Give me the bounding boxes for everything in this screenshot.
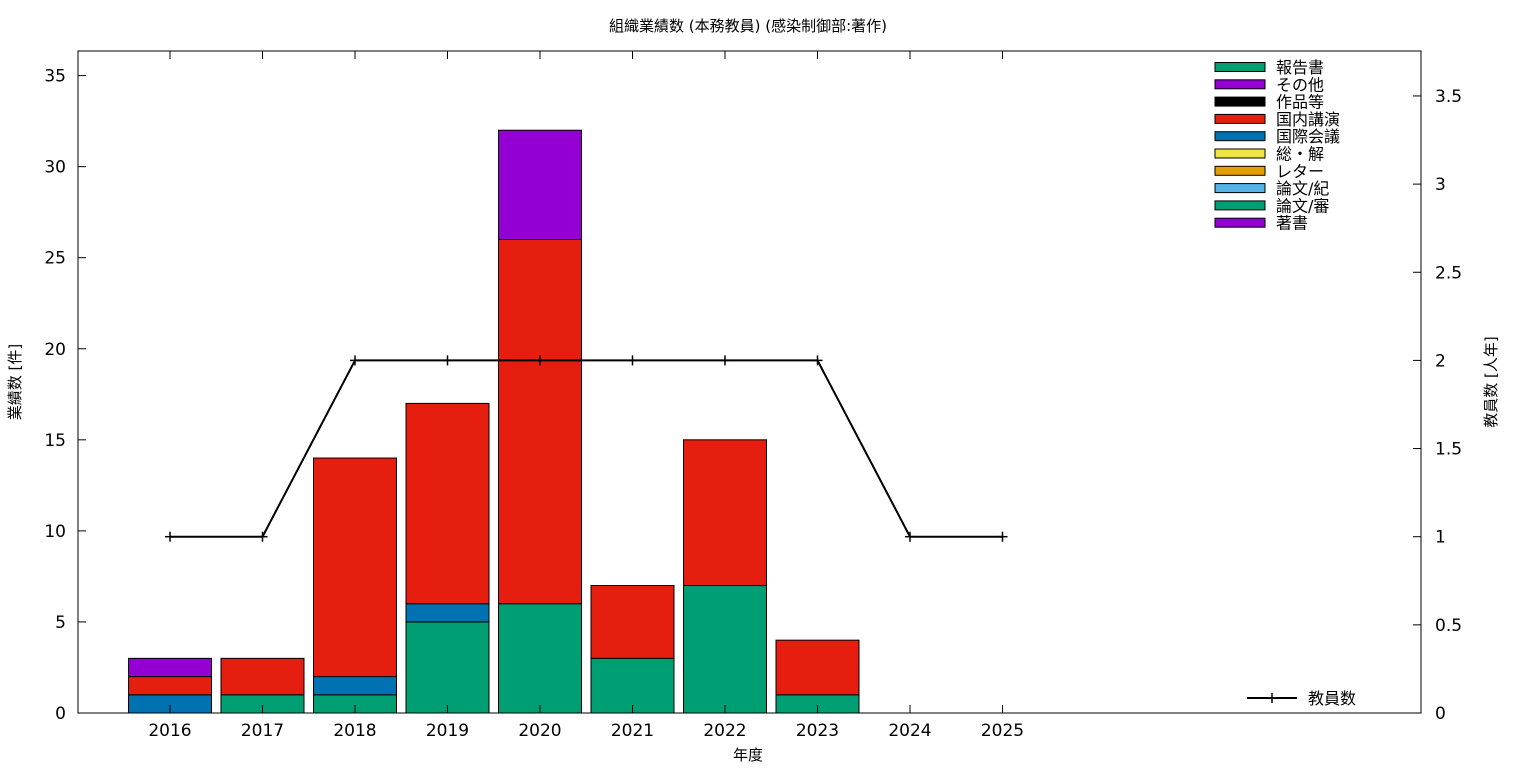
y2-tick-label: 2.5 <box>1435 263 1462 283</box>
y2-tick-label: 3.5 <box>1435 87 1462 107</box>
bar-国内講演-2018 <box>313 457 397 678</box>
legend-label: 著書 <box>1276 214 1308 233</box>
x-tick-label: 2023 <box>796 721 839 741</box>
legend-item-報告書: 報告書 <box>1214 58 1324 77</box>
legend-swatch <box>1214 200 1266 211</box>
x-tick-label: 2022 <box>703 721 746 741</box>
legend-swatch <box>1214 183 1266 194</box>
x-axis-label: 年度 <box>733 746 763 764</box>
legend-swatch <box>1214 62 1266 72</box>
bar-論文/審-2021 <box>590 657 675 714</box>
line-point-2023 <box>812 355 823 366</box>
bar-国内講演-2016 <box>128 676 212 696</box>
legend-label: 作品等 <box>1276 93 1324 112</box>
y2-tick-label: 3 <box>1435 175 1446 195</box>
legend-line-label: 教員数 <box>1308 689 1356 708</box>
x-tick-label: 2016 <box>148 721 191 741</box>
y2-tick-label: 0 <box>1435 704 1446 724</box>
bar-国内講演-2020 <box>498 238 582 605</box>
bar-著書-2016 <box>128 657 212 678</box>
y2-tick-label: 1.5 <box>1435 440 1462 460</box>
y-tick-label: 20 <box>44 340 66 360</box>
y-tick-label: 30 <box>44 158 66 178</box>
x-tick-label: 2025 <box>981 721 1024 741</box>
legend-item-著書: 著書 <box>1214 214 1308 233</box>
legend-swatch <box>1214 148 1266 159</box>
legend-swatch <box>1214 165 1266 176</box>
legend-item-作品等: 作品等 <box>1214 93 1324 112</box>
legend-label: 報告書 <box>1276 58 1324 77</box>
legend-item-その他: その他 <box>1214 75 1324 94</box>
legend-swatch <box>1214 79 1266 90</box>
line-series-教員数 <box>170 359 1003 538</box>
y2-tick-label: 2 <box>1435 351 1446 371</box>
line-point-2018 <box>350 355 360 366</box>
y-tick-label: 35 <box>44 67 66 87</box>
bar-論文/審-2022 <box>683 585 767 714</box>
bar-論文/審-2019 <box>405 621 490 714</box>
bar-国内講演-2017 <box>220 657 305 696</box>
y-tick-label: 0 <box>55 704 66 724</box>
x-tick-label: 2018 <box>333 721 376 741</box>
y2-tick-label: 1 <box>1435 528 1446 548</box>
bar-国内講演-2021 <box>590 585 675 659</box>
legend-item-国内講演: 国内講演 <box>1214 110 1340 129</box>
legend-label: 論文/審 <box>1276 196 1329 215</box>
y-tick-label: 5 <box>55 613 66 633</box>
line-point-2021 <box>627 355 638 366</box>
line-point-2020 <box>535 355 545 366</box>
x-tick-label: 2019 <box>426 721 469 741</box>
legend-item-レター: レター <box>1214 162 1324 181</box>
legend-label: 総・解 <box>1276 145 1324 164</box>
chart-title: 組織業績数 (本務教員) (感染制御部:著作) <box>609 17 887 35</box>
legend-label: 国際会議 <box>1276 127 1340 146</box>
line-point-2017 <box>257 531 268 542</box>
legend-label: その他 <box>1276 75 1324 94</box>
x-tick-label: 2024 <box>888 721 931 741</box>
x-tick-label: 2021 <box>611 721 654 741</box>
y2-axis-label: 教員数 [人年] <box>1482 336 1500 427</box>
y-tick-label: 10 <box>44 522 66 542</box>
x-tick-label: 2017 <box>241 721 284 741</box>
legend-item-論文/審: 論文/審 <box>1214 196 1329 215</box>
line-point-2024 <box>905 531 915 542</box>
legend-swatch <box>1214 96 1266 107</box>
legend-swatch <box>1214 217 1266 228</box>
line-point-2019 <box>442 355 453 366</box>
legend-item-line: 教員数 <box>1247 689 1356 708</box>
legend-label: 国内講演 <box>1276 110 1340 129</box>
legend-swatch <box>1214 131 1266 142</box>
plot-frame <box>77 50 1422 714</box>
bar-著書-2020 <box>498 129 582 240</box>
line-point-2016 <box>165 531 175 542</box>
line-point-2025 <box>997 531 1008 542</box>
y-axis-label: 業績数 [件] <box>6 344 24 420</box>
y-tick-label: 15 <box>44 431 66 451</box>
legend-label: レター <box>1276 162 1324 181</box>
x-tick-label: 2020 <box>518 721 561 741</box>
y-tick-label: 25 <box>44 249 66 269</box>
bar-国際会議-2019 <box>405 603 490 623</box>
legend-swatch <box>1214 113 1266 124</box>
bar-国内講演-2019 <box>405 402 490 605</box>
legend-item-国際会議: 国際会議 <box>1214 127 1340 146</box>
bar-国内講演-2022 <box>683 439 767 587</box>
bar-論文/審-2020 <box>498 603 582 714</box>
bar-国内講演-2023 <box>775 639 860 696</box>
line-point-2022 <box>720 355 730 366</box>
y2-tick-label: 0.5 <box>1435 616 1462 636</box>
legend-item-総・解: 総・解 <box>1214 145 1324 164</box>
legend-item-論文/紀: 論文/紀 <box>1214 179 1329 198</box>
bar-国際会議-2018 <box>313 676 397 696</box>
legend-label: 論文/紀 <box>1276 179 1329 198</box>
